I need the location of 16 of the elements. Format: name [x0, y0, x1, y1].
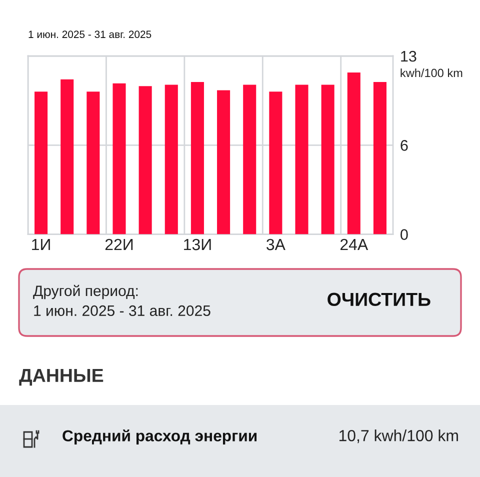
chart-title: 1 июн. 2025 - 31 авг. 2025 — [28, 30, 152, 38]
y-tick-label: 13 — [401, 50, 416, 62]
x-tick-label: 22И — [105, 238, 133, 250]
text: Другой период: — [33, 284, 138, 300]
x-tick-label: 13И — [184, 238, 211, 250]
y-axis-title: kwh/100 km — [400, 68, 462, 78]
text: 1 июн. 2025 - 31 авг. 2025 — [34, 305, 210, 316]
text: ОЧИСТИТЬ — [328, 292, 430, 306]
y-tick-label: 6 — [400, 140, 408, 151]
y-tick-label: 0 — [400, 229, 408, 240]
x-tick-label: 1И — [32, 239, 50, 250]
x-tick-label: 3А — [266, 238, 286, 250]
text: 10,7 kwh/100 km — [339, 430, 458, 444]
text: Средний расход энергии — [62, 429, 257, 445]
text: ДАННЫЕ — [19, 368, 104, 386]
x-tick-label: 24А — [340, 238, 368, 250]
